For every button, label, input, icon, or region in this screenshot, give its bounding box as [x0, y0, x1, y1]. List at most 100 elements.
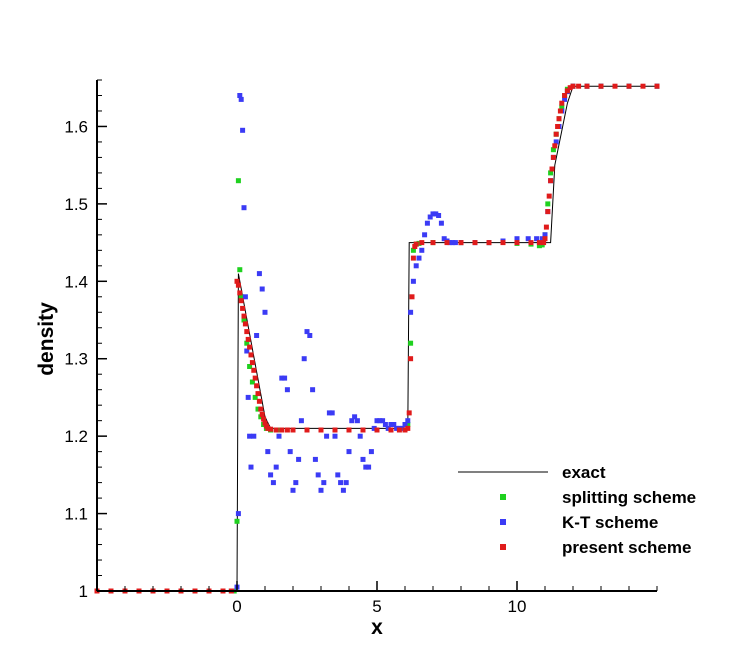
point-present-scheme — [486, 240, 492, 246]
point-present-scheme — [242, 321, 248, 327]
point-k-t-scheme — [377, 418, 383, 424]
point-k-t-scheme — [408, 309, 414, 315]
point-present-scheme — [244, 329, 250, 335]
point-present-scheme — [258, 406, 264, 412]
point-k-t-scheme — [363, 464, 369, 470]
point-splitting-scheme — [408, 340, 414, 346]
point-k-t-scheme — [450, 240, 456, 246]
point-splitting-scheme — [241, 317, 247, 323]
point-k-t-scheme — [539, 236, 545, 242]
point-present-scheme — [265, 425, 271, 431]
point-present-scheme — [472, 240, 478, 246]
point-present-scheme — [259, 412, 265, 417]
legend-label-k-t-scheme: K-T scheme — [562, 513, 658, 532]
point-splitting-scheme — [410, 247, 416, 253]
point-present-scheme — [514, 240, 520, 246]
point-present-scheme — [374, 427, 380, 433]
point-k-t-scheme — [273, 464, 279, 470]
point-present-scheme — [290, 427, 296, 433]
y-tick-label: 1.1 — [64, 505, 88, 524]
point-k-t-scheme — [240, 127, 246, 133]
point-splitting-scheme — [249, 379, 255, 385]
point-present-scheme — [405, 425, 411, 431]
y-axis-title: density — [35, 302, 58, 376]
point-k-t-scheme — [402, 422, 408, 427]
point-k-t-scheme — [340, 487, 346, 493]
point-k-t-scheme — [238, 96, 244, 102]
point-present-scheme — [268, 426, 274, 432]
point-k-t-scheme — [247, 433, 253, 439]
point-present-scheme — [388, 427, 394, 433]
point-k-t-scheme — [237, 93, 243, 98]
point-splitting-scheme — [548, 170, 554, 176]
point-k-t-scheme — [371, 425, 377, 431]
point-k-t-scheme — [391, 422, 397, 427]
point-k-t-scheme — [298, 418, 304, 424]
point-splitting-scheme — [244, 340, 250, 346]
point-splitting-scheme — [416, 240, 422, 246]
point-present-scheme — [550, 154, 556, 160]
point-k-t-scheme — [352, 414, 358, 420]
point-k-t-scheme — [301, 356, 307, 362]
point-splitting-scheme — [545, 201, 551, 207]
point-k-t-scheme — [245, 394, 251, 400]
point-present-scheme — [548, 178, 554, 184]
point-present-scheme — [255, 391, 261, 397]
point-present-scheme — [237, 290, 243, 296]
point-present-scheme — [584, 83, 590, 89]
point-present-scheme — [408, 356, 414, 362]
point-present-scheme — [261, 416, 267, 422]
point-splitting-scheme — [536, 243, 542, 249]
point-k-t-scheme — [427, 214, 433, 220]
point-present-scheme — [555, 124, 561, 129]
point-present-scheme — [413, 241, 419, 247]
point-k-t-scheme — [382, 422, 388, 427]
point-k-t-scheme — [310, 387, 316, 393]
point-k-t-scheme — [410, 278, 416, 284]
point-present-scheme — [430, 240, 436, 246]
point-present-scheme — [553, 131, 559, 137]
point-splitting-scheme — [247, 364, 253, 369]
point-present-scheme — [247, 344, 253, 350]
point-present-scheme — [284, 427, 290, 433]
point-k-t-scheme — [321, 480, 327, 486]
point-k-t-scheme — [251, 433, 257, 439]
point-present-scheme — [252, 375, 258, 381]
point-k-t-scheme — [346, 449, 352, 455]
point-k-t-scheme — [394, 425, 400, 431]
legend-label-present-scheme: present scheme — [562, 538, 691, 557]
point-present-scheme — [570, 83, 576, 89]
point-present-scheme — [564, 88, 570, 94]
point-splitting-scheme — [252, 394, 258, 400]
y-tick-label: 1.3 — [64, 350, 88, 369]
point-present-scheme — [238, 298, 244, 304]
axes-layer: 0 5 10 1 1.1 1.2 1.3 1.4 1.5 1.6 — [64, 79, 658, 616]
legend-swatch-present-scheme — [500, 544, 506, 550]
point-present-scheme — [543, 224, 549, 230]
point-splitting-scheme — [276, 427, 282, 433]
series-present-scheme — [94, 83, 660, 594]
point-present-scheme — [410, 255, 416, 261]
point-k-t-scheme — [525, 236, 531, 242]
point-k-t-scheme — [438, 220, 444, 226]
point-present-scheme — [279, 427, 285, 433]
point-k-t-scheme — [534, 236, 540, 242]
point-present-scheme — [562, 93, 568, 98]
point-k-t-scheme — [242, 294, 248, 300]
point-present-scheme — [557, 108, 563, 114]
point-present-scheme — [542, 236, 548, 242]
point-present-scheme — [273, 427, 279, 433]
point-k-t-scheme — [430, 211, 436, 217]
legend-label-exact: exact — [562, 463, 606, 482]
point-k-t-scheme — [349, 418, 355, 424]
point-k-t-scheme — [244, 348, 250, 354]
point-k-t-scheme — [354, 418, 360, 424]
plot-data-layer — [94, 83, 660, 594]
point-k-t-scheme — [553, 139, 559, 145]
point-present-scheme — [640, 83, 646, 89]
point-k-t-scheme — [514, 236, 520, 242]
point-present-scheme — [598, 83, 604, 89]
point-k-t-scheme — [385, 425, 391, 431]
